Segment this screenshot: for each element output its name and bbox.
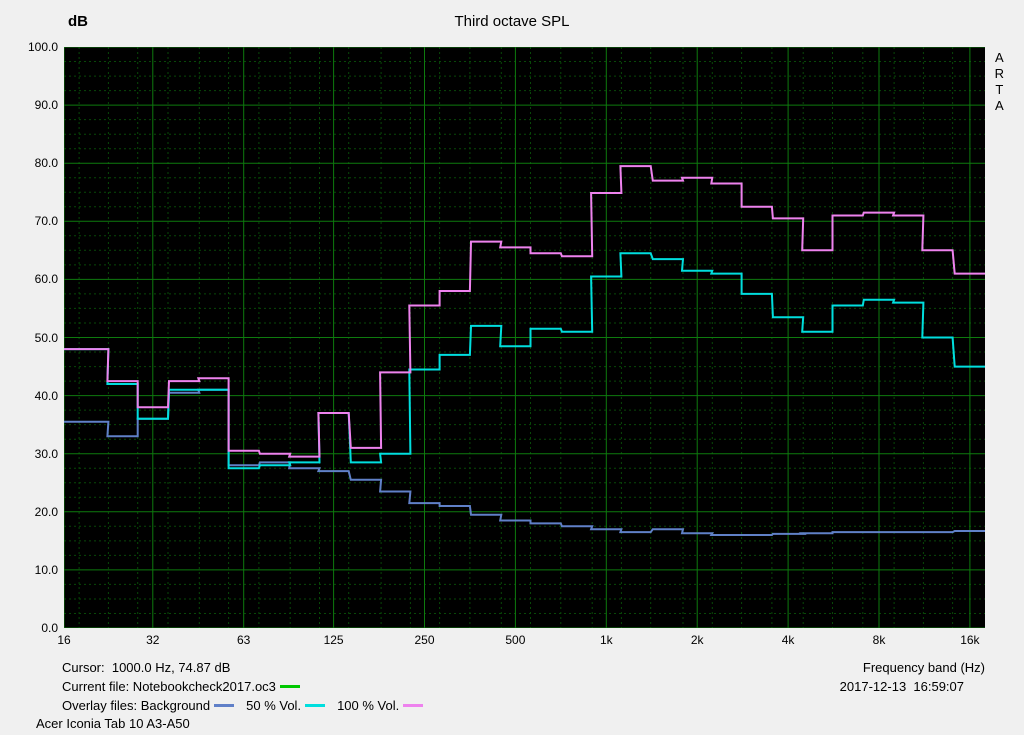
overlay-100-text: 100 % Vol. xyxy=(337,698,400,713)
x-tick-label: 2k xyxy=(690,633,704,647)
vol50-legend-line xyxy=(305,704,326,707)
x-tick-label: 250 xyxy=(414,633,435,647)
y-tick-label: 40.0 xyxy=(34,388,58,403)
arta-logo-letter: A xyxy=(994,50,1004,65)
y-tick-label: 80.0 xyxy=(34,156,58,171)
series-vol50-curve xyxy=(64,252,985,470)
x-axis-title-text: Frequency band (Hz) xyxy=(862,660,985,675)
y-tick-label: 100.0 xyxy=(27,40,58,54)
measurement-datetime: 2017-12-13 16:59:07 xyxy=(840,679,964,694)
arta-logo-letter: T xyxy=(995,82,1004,97)
x-tick-label: 32 xyxy=(146,633,160,647)
y-tick-label: 30.0 xyxy=(34,446,58,461)
device-name-text: Acer Iconia Tab 10 A3-A50 xyxy=(36,716,190,731)
measurement-datetime-text: 2017-12-13 16:59:07 xyxy=(839,679,964,694)
device-name-row: Acer Iconia Tab 10 A3-A50 xyxy=(36,716,190,731)
chart-title: Third octave SPL xyxy=(454,13,570,30)
x-tick-label: 4k xyxy=(781,633,795,647)
cursor-readout-text: Cursor: 1000.0 Hz, 74.87 dB xyxy=(62,660,231,675)
x-tick-label: 63 xyxy=(237,633,251,647)
x-tick-label: 500 xyxy=(505,633,526,647)
y-tick-label: 60.0 xyxy=(34,272,58,287)
x-tick-label: 125 xyxy=(323,633,344,647)
series-vol100-curve xyxy=(64,165,985,458)
spl-plot[interactable] xyxy=(64,47,985,628)
x-tick-label: 8k xyxy=(872,633,886,647)
cursor-readout: Cursor: 1000.0 Hz, 74.87 dB xyxy=(62,660,230,675)
y-axis-unit-label: dB xyxy=(68,13,88,30)
overlay-50-text: 50 % Vol. xyxy=(246,698,302,713)
y-tick-label: 20.0 xyxy=(34,504,58,519)
y-tick-label: 50.0 xyxy=(34,330,58,345)
plot-area xyxy=(64,47,985,628)
y-tick-label: 0.0 xyxy=(41,621,58,635)
x-tick-label: 16 xyxy=(57,633,71,647)
arta-logo-letter: R xyxy=(994,66,1004,81)
vol100-legend-line xyxy=(403,704,424,707)
y-tick-label: 90.0 xyxy=(34,98,58,113)
y-tick-label: 70.0 xyxy=(34,214,58,229)
current-file-legend-line xyxy=(279,685,300,688)
background-legend-line xyxy=(214,704,235,707)
x-tick-label: 1k xyxy=(599,633,613,647)
overlay-files-text: Overlay files: Background xyxy=(62,698,211,713)
y-tick-label: 10.0 xyxy=(34,562,58,577)
current-file-row: Current file: Notebookcheck2017.oc3 xyxy=(62,679,300,694)
x-axis-title: Frequency band (Hz) xyxy=(863,660,985,675)
current-file-text: Current file: Notebookcheck2017.oc3 xyxy=(62,679,276,694)
arta-logo-letter: A xyxy=(994,98,1004,113)
x-tick-label: 16k xyxy=(960,633,980,647)
overlay-files-row: Overlay files: Background 50 % Vol. 100 … xyxy=(62,698,424,713)
